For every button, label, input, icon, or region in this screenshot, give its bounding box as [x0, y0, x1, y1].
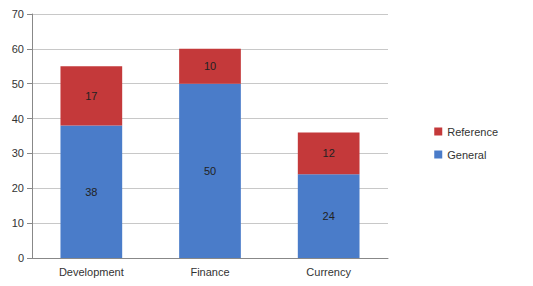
svg-text:50: 50	[204, 165, 216, 177]
svg-text:Development: Development	[59, 266, 124, 278]
svg-text:17: 17	[85, 90, 97, 102]
svg-text:20: 20	[12, 182, 24, 194]
svg-text:38: 38	[85, 186, 97, 198]
svg-text:12: 12	[323, 147, 335, 159]
svg-text:Reference: Reference	[447, 126, 498, 138]
svg-text:60: 60	[12, 43, 24, 55]
svg-text:0: 0	[18, 252, 24, 264]
svg-text:10: 10	[204, 60, 216, 72]
svg-text:10: 10	[12, 217, 24, 229]
svg-text:30: 30	[12, 147, 24, 159]
svg-text:General: General	[447, 149, 486, 161]
svg-text:24: 24	[323, 210, 335, 222]
svg-text:50: 50	[12, 78, 24, 90]
svg-text:Currency: Currency	[306, 266, 351, 278]
svg-text:40: 40	[12, 113, 24, 125]
svg-text:Finance: Finance	[190, 266, 229, 278]
svg-text:70: 70	[12, 8, 24, 20]
